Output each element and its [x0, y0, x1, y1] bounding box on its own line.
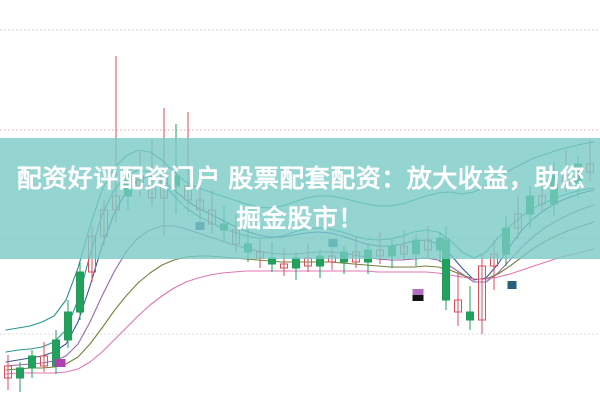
highlight-marker-1 — [54, 359, 66, 367]
candle-6 — [76, 262, 84, 320]
candle-38 — [454, 272, 462, 326]
ma-line-ma60 — [5, 248, 595, 375]
candle-5 — [64, 300, 72, 348]
candle-2 — [28, 350, 36, 378]
highlight-marker-2 — [412, 293, 424, 301]
candle-39 — [466, 286, 474, 330]
candle-0 — [4, 355, 12, 390]
candle-40 — [478, 254, 486, 334]
highlight-marker-5 — [195, 222, 205, 230]
candle-1 — [16, 362, 24, 392]
highlight-marker-3 — [412, 289, 424, 295]
highlight-marker-6 — [507, 281, 517, 289]
highlight-marker-4 — [328, 239, 338, 247]
candle-3 — [40, 342, 48, 372]
